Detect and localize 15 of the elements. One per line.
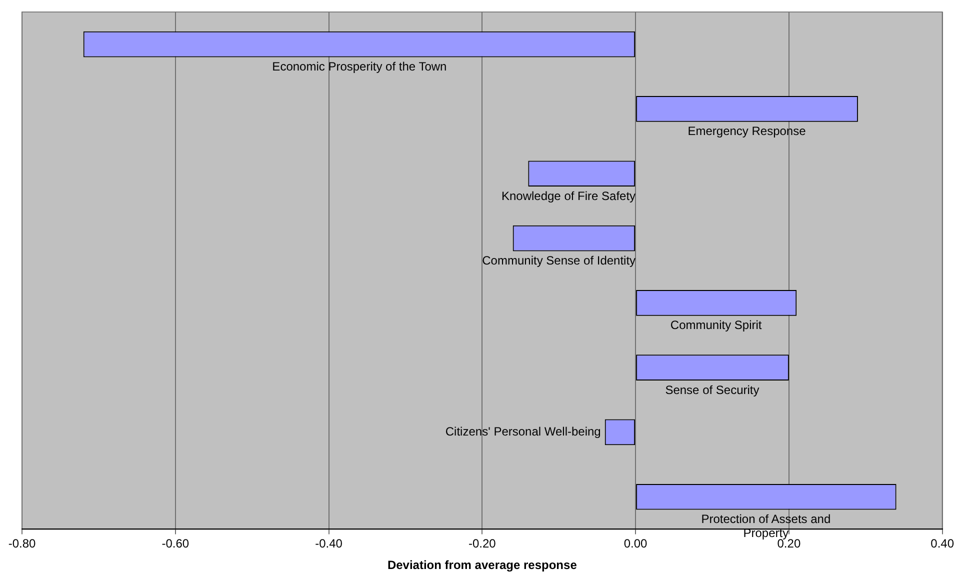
x-tick-label: 0.40 — [930, 536, 954, 551]
y-tick-label: Economic Prosperity of the Town — [272, 60, 447, 74]
y-tick-label: Community Sense of Identity — [482, 254, 636, 268]
x-tick-label: -0.80 — [8, 536, 36, 551]
y-tick-label: Protection of Assets and Property — [701, 512, 831, 540]
x-tick-label: 0.00 — [624, 536, 648, 551]
x-tick-label: -0.60 — [162, 536, 190, 551]
x-axis-title: Deviation from average response — [387, 558, 578, 572]
y-tick-label: Emergency Response — [688, 124, 806, 138]
x-tick-label: -0.20 — [468, 536, 496, 551]
y-tick-label: Sense of Security — [665, 382, 760, 397]
y-tick-label: Knowledge of Fire Safety — [501, 188, 636, 203]
x-tick-label: -0.40 — [315, 536, 343, 551]
y-tick-label: Citizens' Personal Well-being — [445, 424, 601, 439]
y-tick-label: Community Spirit — [670, 318, 762, 332]
